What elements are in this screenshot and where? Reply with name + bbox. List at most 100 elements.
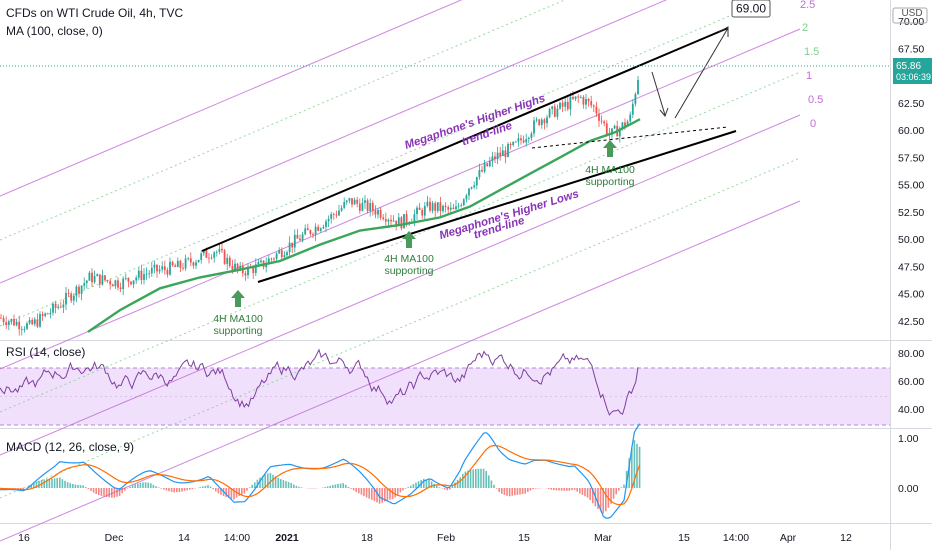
macd-bar [365, 488, 368, 498]
macd-indicator-label[interactable]: MACD (12, 26, close, 9) [6, 440, 134, 454]
macd-bar [142, 482, 144, 488]
macd-bar [118, 488, 121, 496]
macd-bar [550, 488, 552, 490]
candle-body [122, 278, 125, 290]
macd-bar [12, 488, 14, 489]
macd-bar [498, 488, 500, 493]
macd-bar [623, 484, 625, 488]
macd-bar [566, 488, 568, 491]
candle-body [473, 185, 476, 188]
macd-bar [285, 481, 287, 488]
candle-body [629, 114, 632, 122]
candle-body [7, 321, 10, 326]
candle-body [488, 161, 491, 167]
candle-body [49, 312, 52, 315]
candle-body [434, 203, 437, 211]
fib-line[interactable] [0, 71, 801, 413]
macd-bar [391, 488, 394, 500]
macd-bar [579, 488, 581, 494]
fib-line[interactable] [0, 0, 800, 241]
candle-body [195, 262, 197, 266]
candle-body [286, 252, 288, 256]
rsi-indicator-label[interactable]: RSI (14, close) [6, 345, 85, 359]
candle-body [67, 293, 70, 294]
price-tick: 67.50 [898, 43, 924, 55]
candle-body [327, 218, 330, 222]
target-price-callout[interactable]: 69.00 [731, 0, 771, 18]
target-price-label: 69.00 [736, 2, 766, 16]
candle-body [158, 269, 161, 272]
fib-line[interactable] [0, 114, 801, 456]
macd-bar [38, 480, 40, 488]
candle-body [551, 106, 554, 110]
macd-bar [451, 485, 454, 488]
fib-channel[interactable] [0, 0, 801, 542]
macd-bar [90, 488, 92, 491]
current-price-tag: 65.86 03:06:39 [893, 58, 932, 84]
candle-body [356, 199, 359, 204]
macd-bar [212, 488, 214, 490]
fib-line[interactable] [0, 0, 800, 197]
macd-bar [472, 469, 474, 488]
candle-body [239, 265, 242, 269]
candle-body [182, 267, 184, 269]
higher-lows-trendline[interactable] [257, 130, 737, 283]
macd-tick: 1.00 [898, 433, 919, 445]
time-tick: 16 [18, 532, 30, 544]
macd-bar [66, 482, 69, 488]
macd-bar [555, 488, 558, 491]
ma100-line[interactable] [87, 118, 641, 333]
support-dashed-line[interactable] [531, 126, 729, 149]
candle-body [106, 280, 109, 281]
candle-body [605, 123, 608, 135]
fib-line[interactable] [0, 200, 801, 542]
candle-body [556, 108, 559, 117]
candle-body [384, 219, 387, 222]
macd-bar [230, 488, 233, 499]
time-tick: 18 [361, 532, 373, 544]
candle-body [582, 97, 585, 105]
macd-bar [532, 488, 534, 490]
projection-arrows[interactable] [651, 26, 729, 119]
candle-body [418, 207, 421, 210]
candle-body [309, 230, 312, 235]
macd-bar [488, 475, 490, 488]
macd-bar [589, 488, 591, 500]
currency-box[interactable] [892, 7, 928, 24]
candle-body [208, 257, 210, 259]
macd-bar [147, 482, 149, 488]
macd-bar [371, 488, 373, 500]
candle-body [137, 270, 140, 278]
candle-body [512, 141, 515, 146]
macd-bar [620, 487, 623, 488]
macd-bar [332, 485, 334, 488]
candle-body [124, 277, 127, 279]
macd-bar [56, 477, 58, 488]
candle-body [338, 210, 340, 216]
ma-indicator-label[interactable]: MA (100, close, 0) [6, 24, 103, 38]
fib-line[interactable] [0, 0, 800, 284]
candle-body [572, 96, 574, 99]
macd-bar [529, 488, 532, 491]
candle-body [98, 274, 101, 285]
candle-body [429, 201, 431, 211]
time-axis[interactable]: 16 Dec 14 14:00 2021 18 Feb 15 Mar 15 14:00 Apr 12 [18, 532, 852, 544]
price-axis[interactable]: 70.0067.5065.0062.5060.0057.5055.0052.50… [898, 16, 924, 328]
candle-body [127, 277, 130, 282]
candle-body [478, 169, 481, 178]
candle-body [319, 228, 322, 231]
macd-bar [277, 477, 279, 488]
macd-bar [563, 488, 565, 491]
candle-body [148, 273, 151, 275]
candle-body [366, 200, 369, 211]
macd-bar [191, 488, 194, 490]
candle-body [80, 285, 83, 294]
higher-highs-trendline[interactable] [201, 27, 729, 252]
candle-body [257, 262, 260, 265]
rsi-tick: 40.00 [898, 404, 924, 416]
fib-line[interactable] [0, 28, 801, 370]
macd-bar [43, 479, 45, 488]
macd-bar [378, 488, 381, 504]
